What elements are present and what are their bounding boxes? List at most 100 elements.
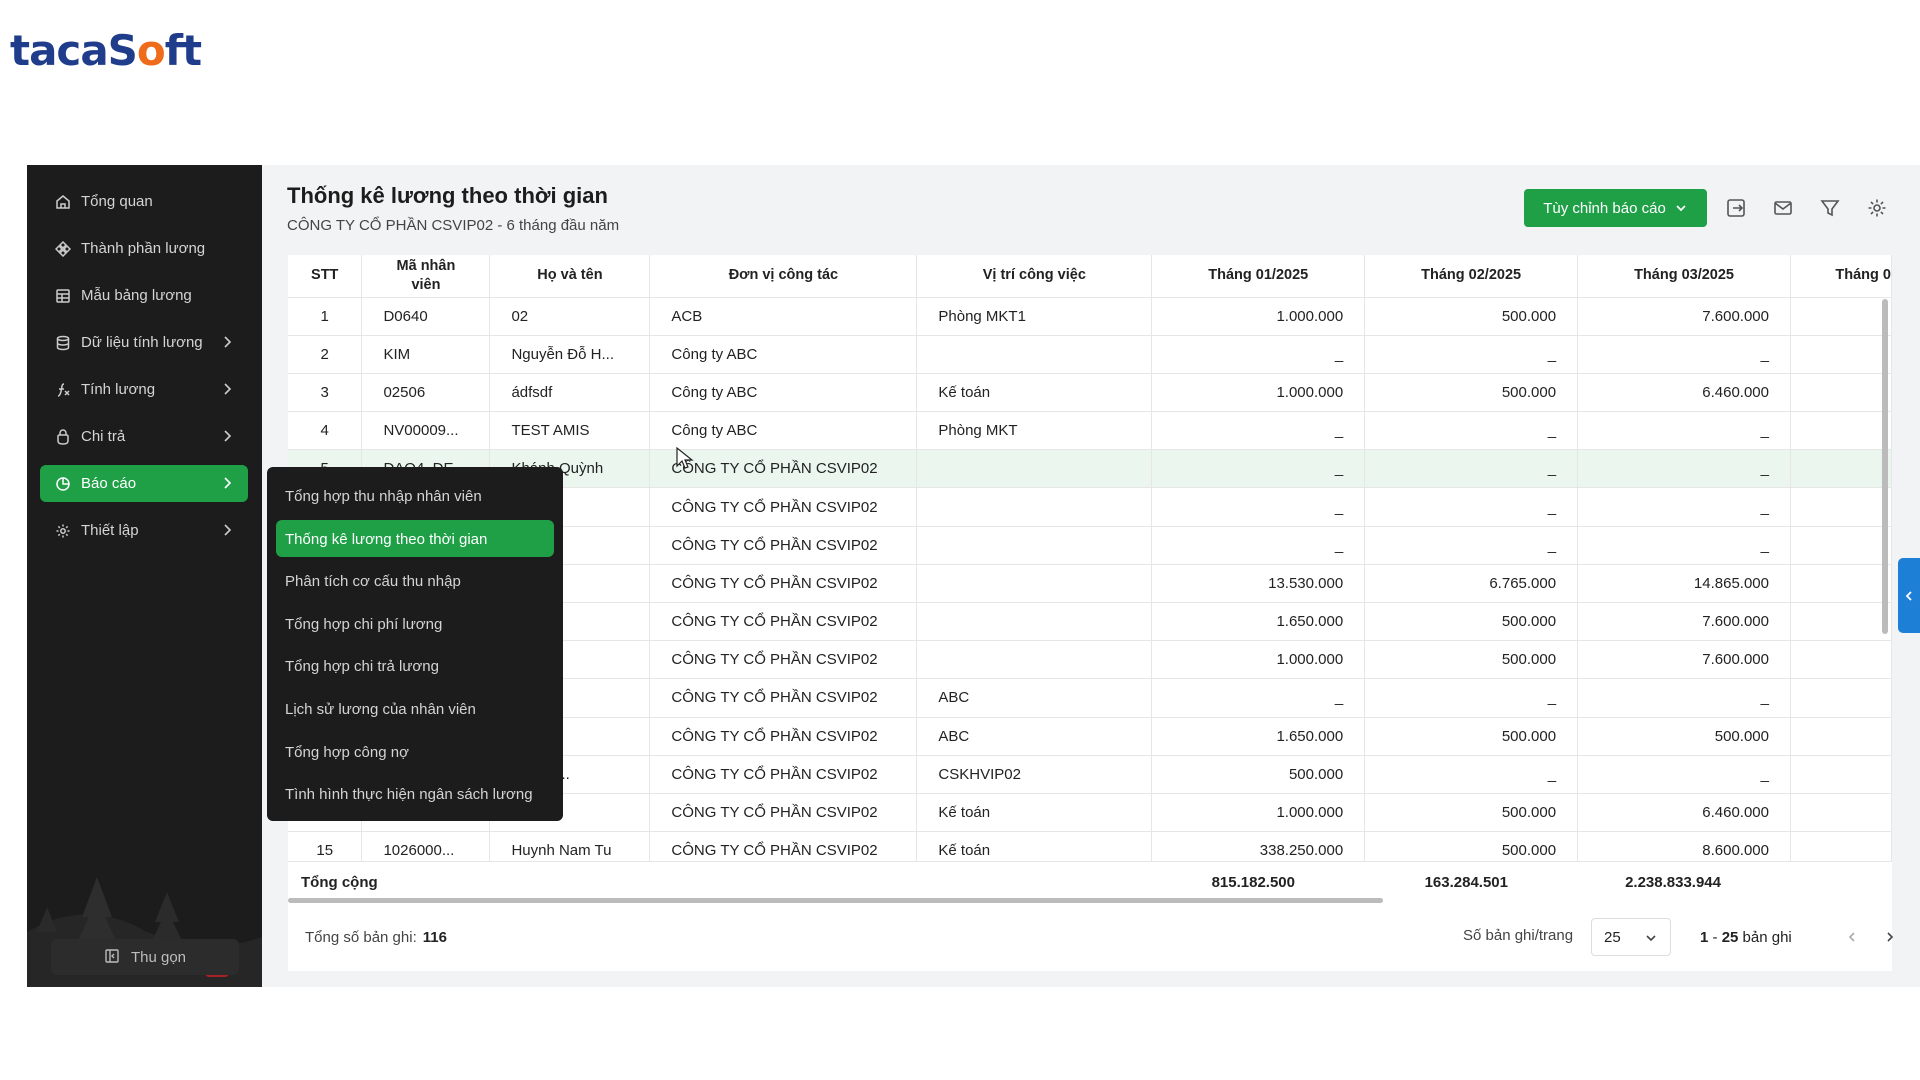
template-icon	[54, 287, 72, 305]
cell-month-4	[1790, 564, 1892, 604]
side-panel-toggle[interactable]	[1898, 558, 1920, 633]
cell-month-4	[1790, 373, 1892, 413]
customize-report-label: Tùy chỉnh báo cáo	[1543, 199, 1666, 217]
total-month-2: 163.284.501	[1424, 874, 1508, 891]
prev-page-button[interactable]	[1840, 925, 1864, 949]
cell-unit: ACB	[649, 297, 918, 336]
cell-month-1: _	[1151, 526, 1366, 565]
chevron-right-icon	[218, 333, 236, 351]
cell-unit: CÔNG TY CỔ PHẦN CSVIP02	[649, 793, 918, 833]
cell-stt: 2	[288, 335, 363, 374]
per-page-select[interactable]: 25	[1591, 918, 1671, 956]
settings-button[interactable]	[1858, 189, 1896, 227]
cell-month-4	[1790, 602, 1892, 642]
cell-month-1: _	[1151, 487, 1366, 527]
sidebar-item-salary-components[interactable]: Thành phần lương	[40, 230, 248, 267]
cell-month-1: 500.000	[1151, 755, 1366, 794]
cell-month-3: 14.865.000	[1577, 564, 1791, 604]
report-menu-item-salary-cost[interactable]: Tổng hợp chi phí lương	[285, 615, 443, 633]
cell-month-1: 1.000.000	[1151, 373, 1366, 413]
sidebar-item-payment[interactable]: Chi trả	[40, 418, 248, 455]
cell-month-3: 500.000	[1577, 717, 1791, 756]
report-menu-item-salary-payment[interactable]: Tổng hợp chi trả lương	[285, 658, 439, 676]
per-page-value: 25	[1604, 929, 1621, 946]
cell-month-3: 7.600.000	[1577, 602, 1791, 642]
export-button[interactable]	[1717, 189, 1755, 227]
chevron-right-icon	[218, 427, 236, 445]
sidebar-item-label: Dữ liệu tính lương	[81, 334, 203, 351]
report-icon	[54, 475, 72, 493]
col-header-month-3[interactable]: Tháng 03/2025	[1577, 255, 1791, 298]
cell-month-4	[1790, 526, 1892, 565]
sidebar-item-reports[interactable]: Báo cáo	[40, 465, 248, 502]
database-icon	[54, 334, 72, 352]
report-menu-item-debt-summary[interactable]: Tổng hợp công nợ	[285, 743, 409, 761]
filter-button[interactable]	[1811, 189, 1849, 227]
table-row[interactable]: 4 NV00009... TEST AMIS Công ty ABC Phòng MKT…	[288, 411, 1892, 451]
report-menu-item-income-summary[interactable]: Tổng hợp thu nhập nhân viên	[285, 488, 482, 505]
report-submenu: Tổng hợp thu nhập nhân viên Thống kê lươ…	[267, 467, 563, 821]
cell-month-2: _	[1364, 411, 1579, 451]
collapse-label: Thu gọn	[130, 948, 187, 966]
sidebar-item-payroll-data[interactable]: Dữ liệu tính lương	[40, 324, 248, 361]
export-icon	[1727, 199, 1745, 217]
cell-month-3: _	[1577, 487, 1791, 527]
chevron-left-icon	[1905, 590, 1912, 601]
col-header-unit[interactable]: Đơn vị công tác	[649, 255, 918, 298]
col-header-employee-code[interactable]: Mã nhân viên	[361, 255, 491, 298]
cell-unit: Công ty ABC	[649, 411, 918, 451]
chevron-down-icon	[1646, 935, 1656, 942]
cell-unit: Công ty ABC	[649, 373, 918, 413]
cell-position: Kế toán	[916, 793, 1153, 833]
cell-unit: CÔNG TY CỔ PHẦN CSVIP02	[649, 755, 918, 794]
cell-month-4	[1790, 297, 1892, 336]
sidebar-item-label: Thiết lập	[81, 522, 139, 539]
col-header-stt[interactable]: STT	[288, 255, 363, 298]
chevron-right-icon	[218, 521, 236, 539]
col-header-full-name[interactable]: Họ và tên	[489, 255, 651, 298]
report-menu-item-budget-execution[interactable]: Tình hình thực hiện ngân sách lương	[285, 786, 533, 804]
cell-position	[916, 449, 1153, 489]
filter-icon	[1820, 200, 1840, 217]
table-row[interactable]: 3 02506 ádfsdf Công ty ABC Kế toán 1.000.000 5…	[288, 373, 1892, 413]
totals-label: Tổng cộng	[301, 874, 378, 891]
chevron-left-icon	[1848, 932, 1855, 942]
sidebar-item-label: Thành phần lương	[81, 240, 206, 257]
next-page-button[interactable]	[1878, 925, 1902, 949]
cell-month-3: _	[1577, 449, 1791, 489]
report-menu-item-salary-over-time[interactable]: Thống kê lương theo thời gian	[276, 519, 554, 557]
cell-month-2: 500.000	[1364, 640, 1579, 680]
components-icon	[54, 240, 72, 258]
table-footer: Tổng số bản ghi: 116 Số bản ghi/trang 25 …	[288, 905, 1894, 971]
col-header-month-1[interactable]: Tháng 01/2025	[1151, 255, 1366, 298]
cell-month-4	[1790, 717, 1892, 756]
range-to: 25	[1721, 929, 1739, 946]
total-records-value: 116	[422, 929, 447, 946]
customize-report-button[interactable]: Tùy chỉnh báo cáo	[1524, 189, 1707, 227]
cell-full-name: 02	[489, 297, 651, 336]
collapse-sidebar-button[interactable]: Thu gọn	[51, 939, 239, 975]
report-menu-item-income-structure[interactable]: Phân tích cơ cấu thu nhập	[285, 573, 461, 591]
sidebar-item-overview[interactable]: Tổng quan	[40, 183, 248, 220]
cell-unit: CÔNG TY CỔ PHẦN CSVIP02	[649, 487, 918, 527]
col-header-month-2[interactable]: Tháng 02/2025	[1364, 255, 1579, 298]
vertical-scrollbar[interactable]	[1882, 299, 1888, 634]
horizontal-scrollbar[interactable]	[288, 898, 1383, 903]
cell-full-name: ádfsdf	[489, 373, 651, 413]
cell-month-2: _	[1364, 335, 1579, 374]
table-row[interactable]: 2 KIM Nguyễn Đỗ H... Công ty ABC _ _ _	[288, 335, 1892, 374]
table-row[interactable]: 1 D0640 02 ACB Phòng MKT1 1.000.000 500.000 7.6…	[288, 297, 1892, 336]
sidebar-item-settings[interactable]: Thiết lập	[40, 512, 248, 549]
cell-unit: CÔNG TY CỔ PHẦN CSVIP02	[649, 526, 918, 565]
col-header-position[interactable]: Vị trí công việc	[916, 255, 1153, 298]
sidebar-item-payroll-templates[interactable]: Mẫu bảng lương	[40, 277, 248, 314]
email-button[interactable]	[1764, 189, 1802, 227]
col-header-month-4[interactable]: Tháng 0	[1790, 255, 1892, 298]
cell-unit: CÔNG TY CỔ PHẦN CSVIP02	[649, 717, 918, 756]
totals-row: Tổng cộng 815.182.500 163.284.501 2.238.…	[288, 861, 1892, 905]
range-separator: -	[1712, 929, 1718, 946]
cell-month-4	[1790, 793, 1892, 833]
report-menu-item-salary-history[interactable]: Lịch sử lương của nhân viên	[285, 700, 476, 718]
sidebar-item-calculate-salary[interactable]: Tính lương	[40, 371, 248, 408]
cell-month-2: 500.000	[1364, 297, 1579, 336]
